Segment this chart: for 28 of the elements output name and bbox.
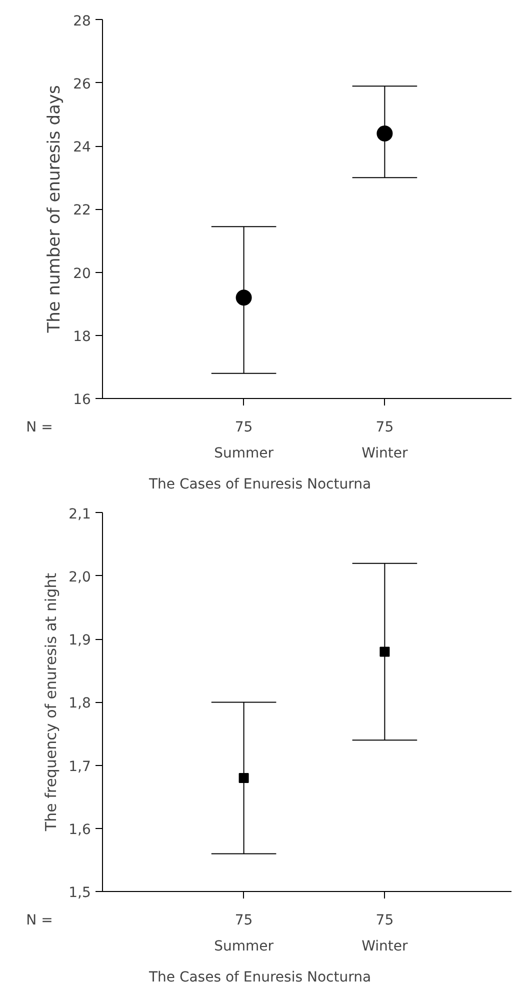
y-tick-label: 26	[73, 76, 91, 92]
y-tick-label: 1,6	[68, 822, 91, 838]
y-tick-label: 2,1	[68, 506, 91, 522]
y-tick-label: 1,9	[68, 632, 91, 649]
text: 75	[376, 420, 394, 436]
text: 75	[376, 912, 394, 929]
text: N =	[26, 420, 53, 436]
x-tick-label: Summer	[214, 938, 274, 955]
y-tick-label: 1,7	[68, 758, 91, 775]
y-tick-label: 18	[73, 328, 91, 345]
y-tick-label: 28	[73, 13, 91, 30]
x-axis-title: The Cases of Enuresis Nocturna	[148, 970, 372, 986]
x-tick-label: Summer	[214, 446, 274, 462]
y-axis-title: The frequency of enuresis at night	[42, 572, 60, 832]
y-tick-label: 24	[73, 140, 91, 156]
text: 75	[234, 420, 253, 436]
y-axis-title: The number of enuresis days	[44, 85, 65, 334]
x-axis-title: The Cases of Enuresis Nocturna	[148, 476, 372, 492]
y-tick-label: 1,5	[68, 885, 91, 902]
text: 75	[234, 912, 253, 929]
y-tick-label: 2,0	[68, 569, 91, 586]
y-tick-label: 20	[73, 266, 91, 282]
y-tick-label: 22	[73, 202, 91, 219]
text: N =	[26, 912, 53, 929]
x-tick-label: Winter	[362, 446, 408, 462]
y-tick-label: 16	[73, 392, 91, 408]
y-tick-label: 1,8	[68, 696, 91, 712]
x-tick-label: Winter	[362, 938, 408, 955]
